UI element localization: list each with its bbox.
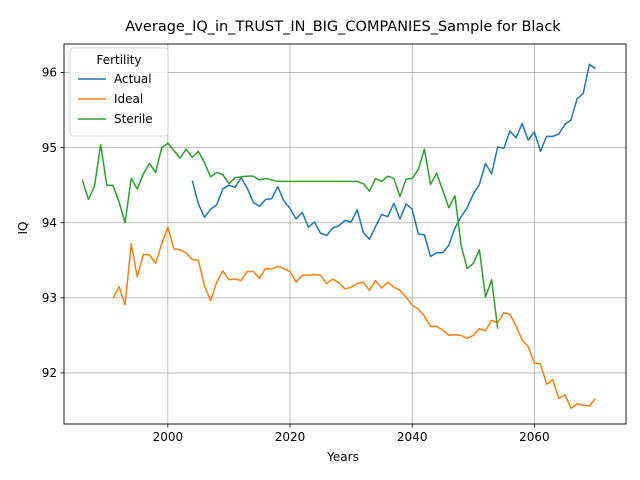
- series-line-ideal: [112, 226, 597, 409]
- x-tick-label: 2020: [275, 430, 306, 444]
- series-lines: [81, 63, 597, 409]
- y-tick-label: 93: [42, 291, 57, 305]
- legend-box: [69, 47, 169, 137]
- x-axis-ticks: 2000 2020 2040 2060: [153, 424, 550, 444]
- series-line-sterile: [81, 142, 499, 329]
- y-tick-label: 92: [42, 366, 57, 380]
- legend-label-sterile: Sterile: [114, 112, 153, 126]
- x-axis-label: Years: [326, 450, 359, 464]
- legend-label-actual: Actual: [114, 72, 152, 86]
- chart-title: Average_IQ_in_TRUST_IN_BIG_COMPANIES_Sam…: [125, 19, 561, 35]
- plot-frame: [63, 43, 627, 425]
- legend: Fertility Actual Ideal Sterile: [69, 47, 169, 137]
- y-axis-label: IQ: [16, 222, 30, 235]
- legend-label-ideal: Ideal: [114, 92, 143, 106]
- legend-title: Fertility: [96, 53, 141, 67]
- y-tick-label: 94: [42, 216, 57, 230]
- series-line-actual: [191, 63, 596, 258]
- x-tick-label: 2000: [153, 430, 184, 444]
- y-tick-label: 95: [42, 141, 57, 155]
- y-axis-ticks: 92 93 94 95 96: [42, 66, 64, 380]
- y-tick-label: 96: [42, 66, 57, 80]
- x-tick-label: 2060: [519, 430, 550, 444]
- x-tick-label: 2040: [397, 430, 428, 444]
